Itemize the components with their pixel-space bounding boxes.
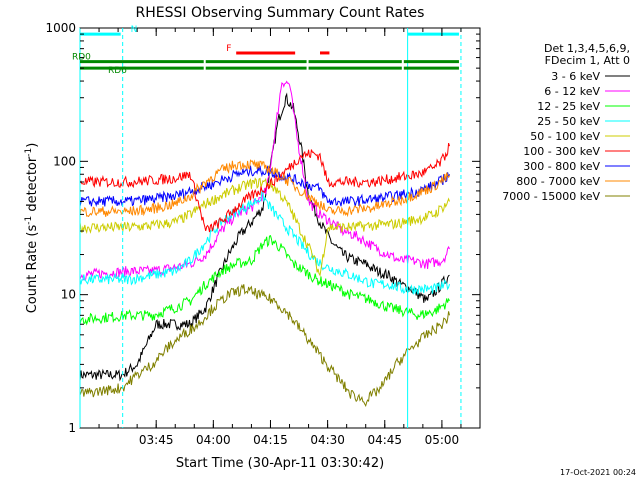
y-axis-label-sup-2: -1 [24, 148, 34, 157]
legend-entry-label: 100 - 300 keV [523, 145, 600, 158]
chart-title: RHESSI Observing Summary Count Rates [136, 5, 425, 21]
y-axis-label-end: detector [25, 156, 40, 216]
series-line-2 [79, 235, 450, 326]
status-bar-label: RD6 [108, 66, 127, 76]
legend-entry-label: 7000 - 15000 keV [502, 190, 600, 203]
legend-entry-label: 50 - 100 keV [530, 130, 600, 143]
y-axis-label-close: ) [25, 143, 40, 148]
series-group [79, 80, 450, 407]
x-tick-label: 04:30 [310, 433, 345, 447]
x-tick-label: 04:45 [367, 433, 402, 447]
x-axis-label: Start Time (30-Apr-11 03:30:42) [176, 456, 384, 471]
y-tick-label: 10 [61, 288, 76, 302]
x-tick-label: 04:15 [253, 433, 288, 447]
series-line-6 [79, 165, 450, 207]
x-tick-label: 05:00 [425, 433, 460, 447]
legend-header: Det 1,3,4,5,6,9, [544, 42, 630, 55]
legend-entry-label: 6 - 12 keV [544, 85, 600, 98]
status-bar-label: F [226, 44, 231, 54]
status-bar-label: N [131, 25, 138, 35]
series-line-7 [79, 159, 450, 218]
legend-header: FDecim 1, Att 0 [545, 54, 630, 67]
axis-ticks: 1 10 100 1000 03:45 04:00 04:15 04:30 04:45 05:00 [45, 21, 480, 447]
series-line-0 [79, 92, 450, 382]
y-axis-label-sup: -1 [24, 216, 34, 225]
x-tick-label: 03:45 [139, 433, 174, 447]
series-line-5 [79, 142, 450, 233]
legend-entry-label: 3 - 6 keV [551, 70, 600, 83]
legend-entry-label: 800 - 7000 keV [516, 175, 600, 188]
x-tick-label: 04:00 [196, 433, 231, 447]
legend-entry-label: 12 - 25 keV [537, 100, 600, 113]
y-tick-label: 100 [53, 154, 76, 168]
y-axis-label-main: Count Rate (s [25, 225, 40, 314]
series-line-1 [79, 80, 450, 281]
footer-timestamp: 17-Oct-2021 00:24 [560, 468, 636, 477]
legend-entry-label: 300 - 800 keV [523, 160, 600, 173]
series-line-4 [79, 177, 450, 277]
vertical-markers [79, 28, 462, 428]
y-axis-label: Count Rate (s-1 detector-1) [24, 143, 40, 314]
series-line-8 [79, 284, 450, 407]
series-line-3 [79, 189, 450, 295]
y-tick-label: 1000 [45, 21, 76, 35]
legend: Det 1,3,4,5,6,9,FDecim 1, Att 0 3 - 6 keV… [502, 42, 630, 203]
y-tick-label: 1 [68, 421, 76, 435]
legend-entry-label: 25 - 50 keV [537, 115, 600, 128]
